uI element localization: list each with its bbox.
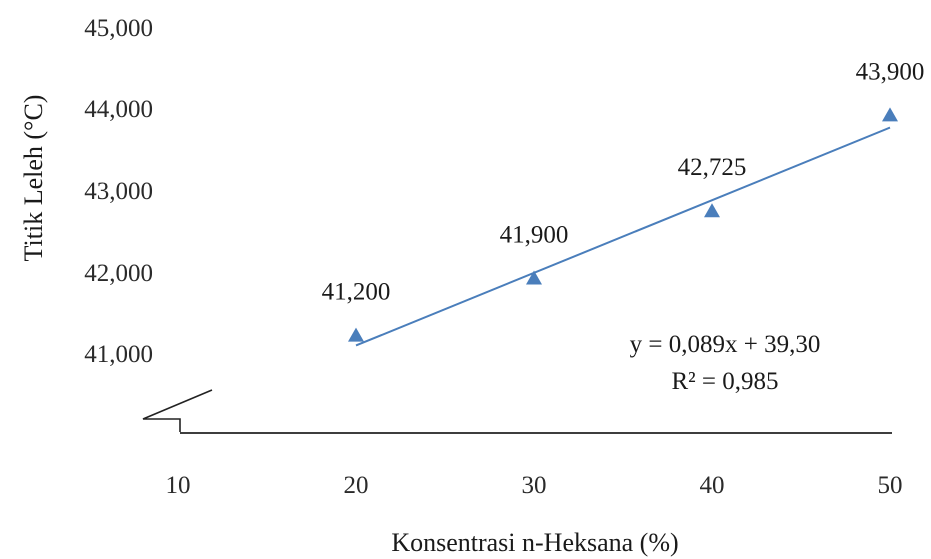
y-tick-label: 43,000 [84, 178, 153, 205]
y-tick-label: 41,000 [84, 341, 153, 368]
data-label: 43,900 [856, 58, 925, 85]
trendline-equation: y = 0,089x + 39,30 [630, 331, 821, 358]
trendline [355, 126, 891, 347]
data-point-marker [526, 270, 542, 285]
axis-break-mark [142, 389, 213, 432]
y-tick-label: 45,000 [84, 15, 153, 42]
x-tick-label: 50 [878, 472, 903, 499]
data-point-marker [348, 327, 364, 342]
x-tick-labels: 10 20 30 40 50 [166, 472, 903, 499]
y-tick-labels: 41,000 42,000 43,000 44,000 45,000 [84, 15, 153, 368]
x-tick-label: 30 [522, 472, 547, 499]
data-label: 42,725 [678, 154, 747, 181]
x-tick-label: 40 [700, 472, 725, 499]
x-axis-title: Konsentrasi n-Heksana (%) [391, 528, 678, 557]
x-tick-label: 20 [344, 472, 369, 499]
data-point-marker [704, 203, 720, 218]
data-point-marker [882, 107, 898, 122]
y-tick-label: 44,000 [84, 96, 153, 123]
data-label: 41,200 [322, 279, 391, 306]
y-axis-title: Titik Leleh (°C) [19, 95, 48, 262]
y-tick-label: 42,000 [84, 260, 153, 287]
x-tick-label: 10 [166, 472, 191, 499]
r-squared-label: R² = 0,985 [671, 368, 778, 395]
plot-area: 41,200 41,900 42,725 43,900 [322, 58, 925, 347]
data-label: 41,900 [500, 222, 569, 249]
